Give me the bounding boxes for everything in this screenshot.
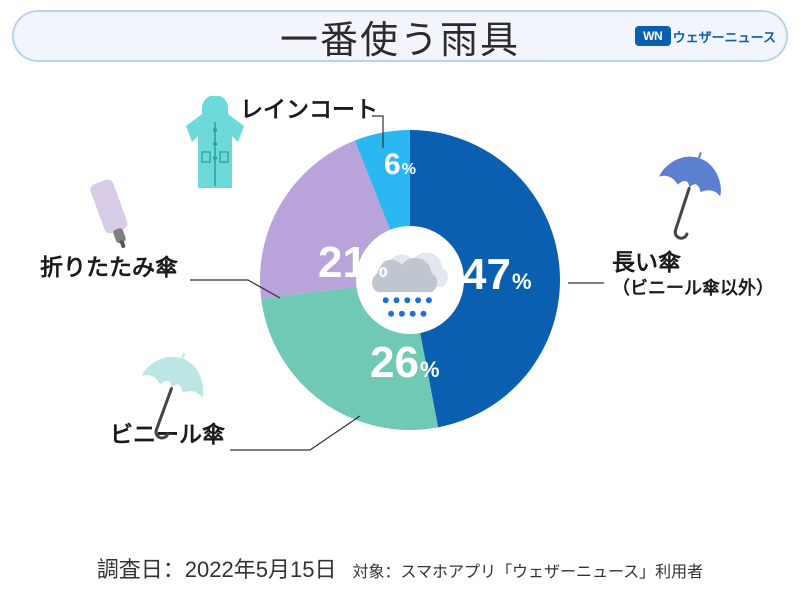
footer: 調査日：2022年5月15日 対象：スマホアプリ「ウェザーニュース」利用者 bbox=[0, 552, 800, 584]
brand-text: ウェザーニュース bbox=[673, 27, 776, 46]
survey-date: 調査日：2022年5月15日 bbox=[97, 552, 337, 584]
long-umbrella-icon bbox=[648, 150, 724, 251]
chart-area: 47%26%21%6% 長い傘（ビニール傘以外）ビニール傘折りたたみ傘レインコー… bbox=[0, 70, 800, 530]
pct-folding_umbrella: 21% bbox=[318, 238, 388, 288]
title-bar: 一番使う雨具 WN ウェザーニュース bbox=[12, 10, 788, 62]
survey-target: 対象：スマホアプリ「ウェザーニュース」利用者 bbox=[352, 558, 703, 582]
page: 一番使う雨具 WN ウェザーニュース 47% 26% 21% 6% 長い傘（ビニール傘… bbox=[0, 0, 800, 600]
folding-umbrella-icon bbox=[80, 178, 144, 257]
brand-badge: WN bbox=[635, 26, 671, 46]
pct-vinyl_umbrella: 26% bbox=[370, 338, 440, 388]
raincoat-icon bbox=[172, 96, 258, 201]
label-raincoat: レインコート bbox=[240, 95, 378, 124]
vinyl-umbrella-icon bbox=[130, 350, 206, 451]
label-folding_umbrella: 折りたたみ傘 bbox=[40, 253, 178, 282]
label-long_umbrella: 長い傘（ビニール傘以外） bbox=[612, 248, 774, 299]
pct-raincoat: 6% bbox=[384, 148, 416, 182]
brand: WN ウェザーニュース bbox=[635, 26, 776, 46]
page-title: 一番使う雨具 bbox=[280, 9, 520, 64]
pct-long_umbrella: 47% bbox=[462, 250, 532, 300]
